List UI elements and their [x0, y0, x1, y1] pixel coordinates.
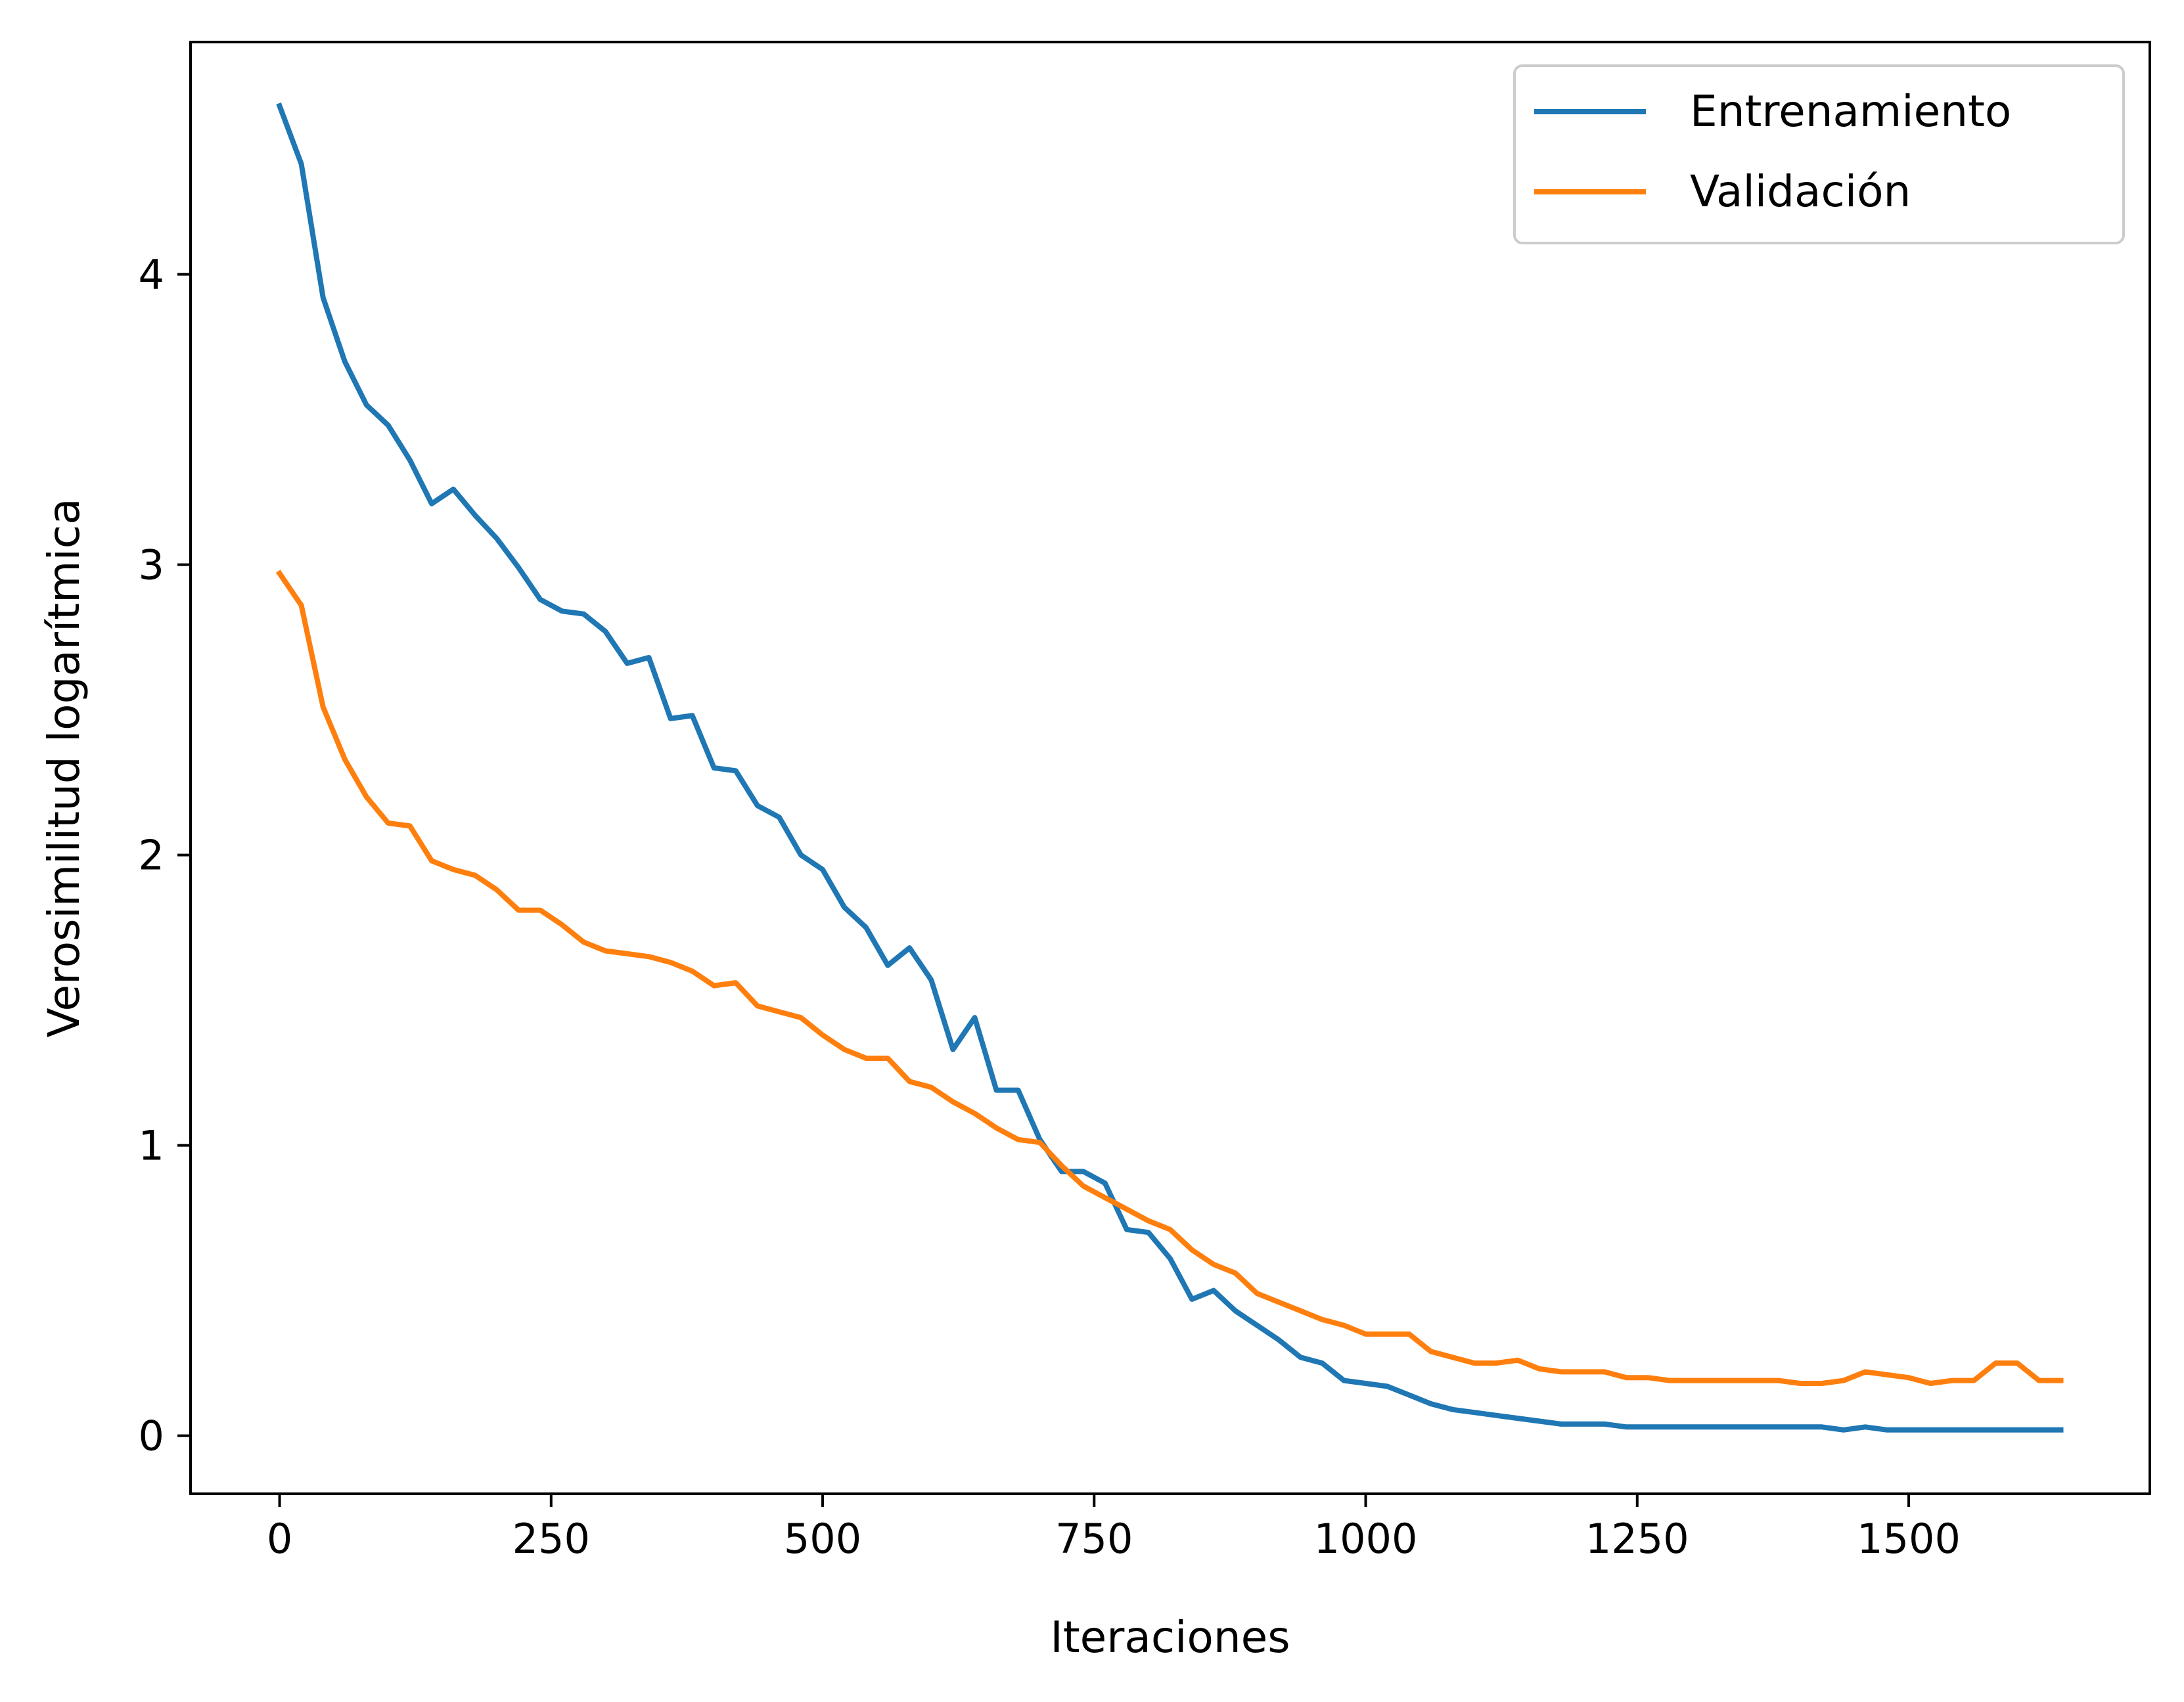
- y-tick-label: 1: [139, 1122, 164, 1170]
- legend-box: [1513, 64, 2125, 244]
- plot-frame: [189, 41, 2151, 1495]
- x-tick-label: 250: [512, 1515, 590, 1563]
- x-tick-label: 1500: [1857, 1515, 1961, 1563]
- x-tick-label: 500: [784, 1515, 861, 1563]
- y-tick-label: 2: [139, 832, 164, 880]
- series-line-1: [275, 570, 2064, 1386]
- y-axis-title: Verosimilitud logarítmica: [39, 498, 89, 1037]
- y-tick-label: 3: [139, 541, 164, 589]
- x-tick-label: 1250: [1585, 1515, 1689, 1563]
- series-layer: [275, 102, 2064, 1433]
- x-tick-label: 1000: [1314, 1515, 1418, 1563]
- legend-label-entrenamiento: Entrenamiento: [1690, 86, 2011, 137]
- legend: Entrenamiento Validación: [1513, 64, 2125, 244]
- x-tick-label: 750: [1055, 1515, 1133, 1563]
- y-axis-ticks: 0 1 2 3 4: [139, 251, 191, 1460]
- x-axis-ticks: 0 250 500 750 1000 1250 1500: [267, 1494, 1961, 1563]
- legend-label-validacion: Validación: [1690, 166, 1911, 217]
- series-line-0: [276, 102, 2064, 1433]
- y-tick-label: 4: [139, 251, 164, 299]
- y-tick-label: 0: [139, 1412, 164, 1460]
- x-axis-title: Iteraciones: [1050, 1612, 1290, 1663]
- x-tick-label: 0: [267, 1515, 292, 1563]
